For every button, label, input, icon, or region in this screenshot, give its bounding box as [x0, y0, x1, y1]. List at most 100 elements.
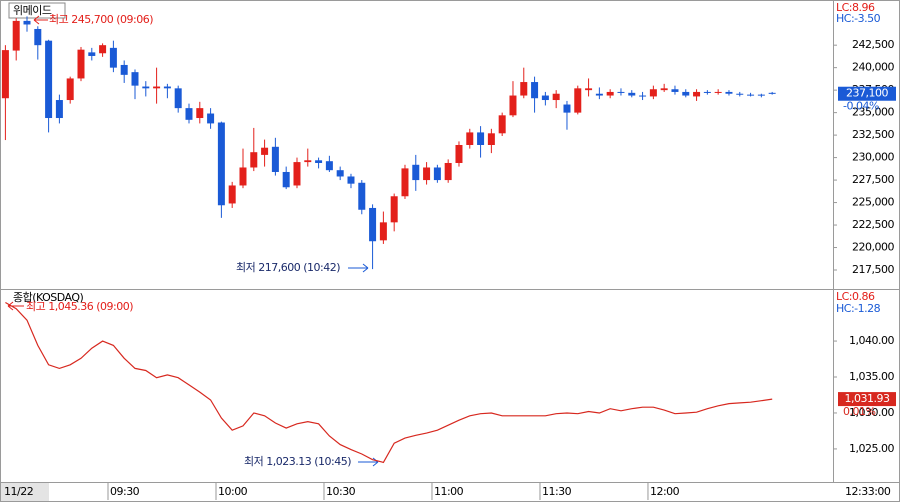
- candle-body: [606, 91, 614, 96]
- y-tick-label: 242,500: [852, 38, 894, 51]
- candle-body: [757, 94, 765, 96]
- candle-body: [228, 185, 236, 204]
- candle-body: [153, 86, 161, 89]
- candle-body: [423, 167, 431, 181]
- high-annotation: 최고 245,700 (09:06): [49, 13, 153, 26]
- candle-body: [714, 91, 722, 93]
- candle-body: [271, 146, 279, 172]
- candle-body: [703, 91, 711, 93]
- candle-body: [379, 222, 387, 241]
- change-label: -0.04%: [843, 100, 879, 113]
- candle-body: [520, 82, 528, 96]
- time-label: 12:33:00: [845, 485, 891, 498]
- candle-body: [628, 92, 636, 96]
- candle-body: [1, 50, 9, 99]
- candle-body: [358, 182, 366, 210]
- last-price-box: [838, 392, 896, 407]
- y-tick-label: 230,000: [852, 151, 894, 164]
- arrow: [358, 457, 379, 467]
- hc-label: HC:-1.28: [836, 302, 881, 315]
- candle-body: [768, 92, 776, 94]
- lc-label: LC:8.96: [836, 1, 875, 14]
- candle-body: [336, 170, 344, 177]
- candle-body: [196, 108, 204, 119]
- last-price-box: [838, 86, 896, 101]
- date-box: [1, 483, 49, 501]
- candle-body: [595, 93, 603, 96]
- y-tick-label: 1,040.00: [849, 334, 894, 347]
- hc-label: HC:-3.50: [836, 12, 881, 25]
- y-tick-label: 1,030.00: [849, 406, 894, 419]
- candle-body: [390, 196, 398, 223]
- high-annotation: 최고 1,045.36 (09:00): [26, 300, 133, 313]
- candle-body: [347, 176, 355, 184]
- candle-body: [120, 64, 128, 75]
- candle-body: [747, 94, 755, 96]
- candle-body: [325, 161, 333, 171]
- date-label: 11/22: [4, 485, 33, 498]
- candle-body: [77, 49, 85, 79]
- candle-body: [487, 133, 495, 145]
- y-tick-label: 235,000: [852, 106, 894, 119]
- candle-body: [109, 47, 117, 68]
- candle-body: [131, 72, 139, 86]
- candle-body: [142, 86, 150, 89]
- candle-body: [163, 86, 171, 89]
- candle-body: [88, 52, 96, 56]
- chart-title: 위메이드: [13, 4, 52, 17]
- candle-body: [250, 152, 258, 168]
- candle-body: [477, 132, 485, 145]
- arrow: [348, 263, 369, 273]
- change-label: 0.01%: [843, 405, 875, 418]
- y-tick-label: 1,025.00: [849, 442, 894, 455]
- candle-body: [552, 93, 560, 101]
- low-annotation: 최저 1,023.13 (10:45): [244, 455, 351, 468]
- candle-body: [671, 89, 679, 92]
- candle-body: [66, 78, 74, 101]
- candle-body: [282, 171, 290, 188]
- candle-body: [649, 89, 657, 97]
- candle-body: [369, 207, 377, 242]
- y-tick-label: 217,500: [852, 263, 894, 276]
- candle-body: [433, 167, 441, 181]
- candle-body: [239, 167, 247, 186]
- candle-body: [541, 95, 549, 101]
- x-tick-label: 10:00: [218, 485, 248, 498]
- candle-body: [574, 88, 582, 113]
- y-tick-label: 225,000: [852, 196, 894, 209]
- candle-body: [509, 95, 517, 116]
- candle-body: [736, 93, 744, 95]
- x-tick-label: 10:30: [326, 485, 356, 498]
- lc-label: LC:0.86: [836, 290, 875, 303]
- candle-body: [401, 168, 409, 197]
- candle-body: [304, 160, 312, 163]
- candle-body: [174, 88, 182, 109]
- candle-body: [12, 20, 20, 51]
- y-tick-label: 220,000: [852, 241, 894, 254]
- candle-body: [531, 82, 539, 99]
- candle-body: [585, 88, 593, 91]
- x-tick-label: 09:30: [110, 485, 140, 498]
- candle-body: [455, 145, 463, 163]
- candle-body: [315, 160, 323, 163]
- candle-body: [682, 91, 690, 96]
- chart-title: 종합(KOSDAQ): [13, 291, 84, 304]
- candle-body: [444, 162, 452, 181]
- candle-body: [498, 115, 506, 134]
- last-price-label: 237,100: [846, 87, 888, 100]
- y-tick-label: 232,500: [852, 128, 894, 141]
- y-tick-label: 227,500: [852, 173, 894, 186]
- last-price-label: 1,031.93: [845, 392, 890, 405]
- candle-body: [34, 28, 42, 46]
- candle-body: [185, 108, 193, 120]
- candle-body: [261, 147, 269, 155]
- y-tick-label: 240,000: [852, 61, 894, 74]
- candle-body: [293, 162, 301, 186]
- candle-body: [617, 91, 625, 93]
- candle-body: [217, 122, 225, 206]
- candle-body: [207, 113, 215, 124]
- line: [5, 301, 773, 464]
- candle-body: [55, 100, 63, 119]
- x-tick-label: 11:30: [542, 485, 572, 498]
